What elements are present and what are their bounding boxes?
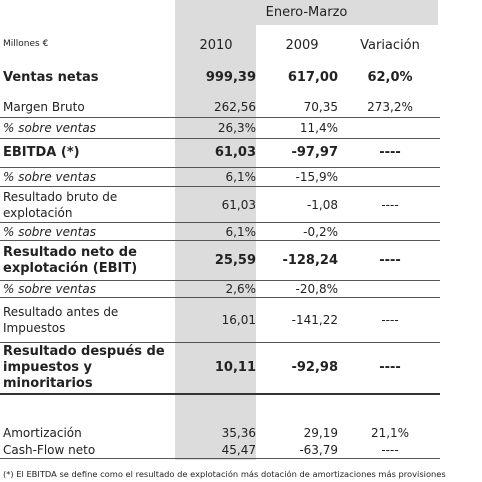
- variation: 21,1%: [370, 426, 410, 440]
- row-label: % sobre ventas: [3, 282, 96, 296]
- column-header: 2009: [285, 38, 319, 53]
- variation: 62,0%: [367, 70, 413, 85]
- unit: Millones €: [3, 39, 49, 49]
- table-row: Ventas netas 999,39 617,00 62,0%: [0, 62, 440, 94]
- variation: ----: [381, 313, 399, 327]
- value-2009: 11,4%: [299, 121, 338, 135]
- column-header: 2010: [199, 38, 233, 53]
- value-2010: 262,56: [214, 100, 256, 114]
- value-2009: -0,2%: [303, 224, 338, 239]
- value-2009: -141,22: [291, 313, 338, 327]
- variation: 273,2%: [367, 100, 413, 114]
- value-2010: 6,1%: [225, 170, 257, 184]
- row-label: Resultado después de impuestos y minorit…: [3, 344, 165, 391]
- value-2009: -63,79: [299, 442, 338, 457]
- table-row: % sobre ventas 6,1% -15,9%: [0, 168, 440, 187]
- value-2009: -15,9%: [295, 170, 338, 184]
- period-band: [175, 0, 438, 25]
- table-row: Cash-Flow neto 45,47 -63,79 ----: [0, 441, 440, 459]
- value-2010: 45,47: [221, 442, 256, 457]
- table-row: % sobre ventas 26,3% 11,4%: [0, 118, 440, 139]
- period: Enero-Marzo: [265, 5, 348, 20]
- value-2009: 29,19: [303, 426, 338, 440]
- table-row: % sobre ventas 6,1% -0,2%: [0, 223, 440, 241]
- value-2009: -1,08: [306, 197, 338, 212]
- table-row: Resultado antes de Impuestos 16,01 -141,22…: [0, 298, 440, 343]
- value-2009: -128,24: [282, 252, 338, 268]
- row-label: Cash-Flow neto: [3, 442, 96, 457]
- value-2009: -92,98: [291, 360, 338, 375]
- variation: ----: [379, 360, 401, 375]
- value-2010: 25,59: [214, 252, 256, 268]
- row-label: Ventas netas: [3, 70, 99, 85]
- value-2010: 6,1%: [225, 224, 257, 239]
- value-2010: 2,6%: [225, 282, 257, 296]
- value-2009: 70,35: [303, 100, 338, 114]
- table-row: Margen Bruto 262,56 70,35 273,2%: [0, 97, 440, 118]
- table-row: % sobre ventas 2,6% -20,8%: [0, 281, 440, 298]
- value-2010: 61,03: [214, 145, 256, 160]
- row-label: Resultado neto de explotación (EBIT): [3, 244, 138, 276]
- table-row: Amortización 35,36 29,19 21,1%: [0, 425, 440, 441]
- table-row: Resultado bruto de explotación 61,03 -1,08…: [0, 187, 440, 223]
- variation: ----: [379, 252, 401, 268]
- variation: ----: [379, 145, 401, 160]
- value-2009: -97,97: [291, 145, 338, 160]
- row-label: EBITDA (*): [3, 145, 80, 160]
- value-2010: 10,11: [214, 360, 256, 375]
- column-header: Variación: [360, 38, 420, 53]
- value-2010: 35,36: [221, 426, 256, 440]
- variation: ----: [381, 197, 399, 212]
- row-label: % sobre ventas: [3, 224, 96, 239]
- value-2009: 617,00: [287, 70, 338, 85]
- row-label: % sobre ventas: [3, 170, 96, 184]
- value-2010: 16,01: [221, 313, 256, 327]
- table-row: Resultado neto de explotación (EBIT) 25,5…: [0, 241, 440, 281]
- row-label: % sobre ventas: [3, 121, 96, 135]
- variation: ----: [381, 442, 399, 457]
- row-label: Margen Bruto: [3, 100, 85, 114]
- row-label: Resultado bruto de explotación: [3, 189, 118, 220]
- value-2010: 999,39: [205, 70, 256, 85]
- table-row: Resultado después de impuestos y minorit…: [0, 343, 440, 395]
- footnote: (*) El EBITDA se define como el resultad…: [3, 469, 446, 479]
- highlight-column: [175, 25, 256, 460]
- value-2009: -20,8%: [295, 282, 338, 296]
- table-row: EBITDA (*) 61,03 -97,97 ----: [0, 139, 440, 168]
- row-label: Amortización: [3, 426, 82, 440]
- row-label: Resultado antes de Impuestos: [3, 305, 119, 335]
- value-2010: 26,3%: [217, 121, 256, 135]
- value-2010: 61,03: [221, 197, 256, 212]
